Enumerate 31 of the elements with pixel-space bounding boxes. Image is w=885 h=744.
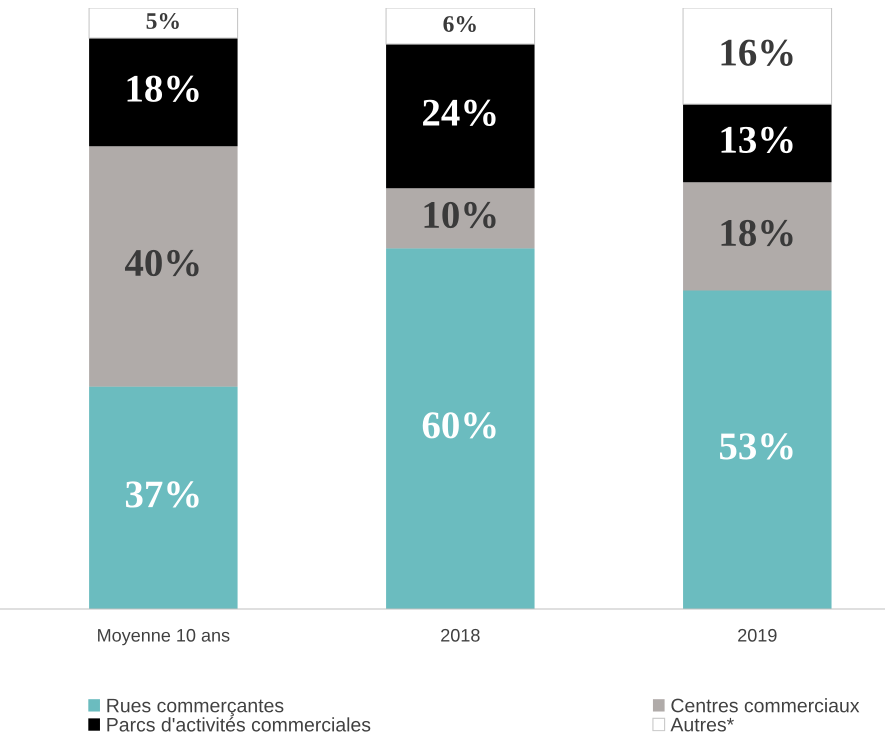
data-label: 13% [722, 126, 793, 154]
legend-label: Rues commerçantes [107, 698, 284, 716]
x-tick-label: 2018 [441, 628, 480, 642]
bar [386, 248, 535, 609]
data-label: 60% [422, 412, 496, 439]
bar [683, 182, 832, 290]
data-label: 6% [443, 16, 476, 32]
bar [89, 386, 238, 609]
x-tick-label: 2019 [738, 628, 777, 642]
bar [88, 8, 238, 39]
bar [386, 8, 536, 45]
data-label: 5% [146, 13, 179, 30]
data-label: 24% [423, 100, 496, 126]
data-label: 40% [124, 250, 199, 276]
bar [89, 38, 238, 146]
data-label: 18% [128, 76, 199, 102]
x-tick-label: Moyenne 10 ans [98, 628, 230, 646]
bar [89, 146, 238, 387]
bar [682, 8, 832, 105]
data-label: 10% [424, 202, 496, 228]
data-label: 16% [722, 40, 793, 66]
bar [386, 188, 535, 248]
data-label: 18% [722, 220, 793, 246]
bar [683, 290, 832, 609]
legend-label: Centres commerciaux [671, 698, 860, 712]
bar [683, 104, 832, 182]
legend-label: Autres* [670, 718, 734, 732]
data-label: 37% [126, 481, 199, 508]
bar [386, 44, 535, 188]
legend-label: Parcs d'activités commerciales [107, 717, 370, 732]
data-label: 53% [720, 433, 793, 460]
